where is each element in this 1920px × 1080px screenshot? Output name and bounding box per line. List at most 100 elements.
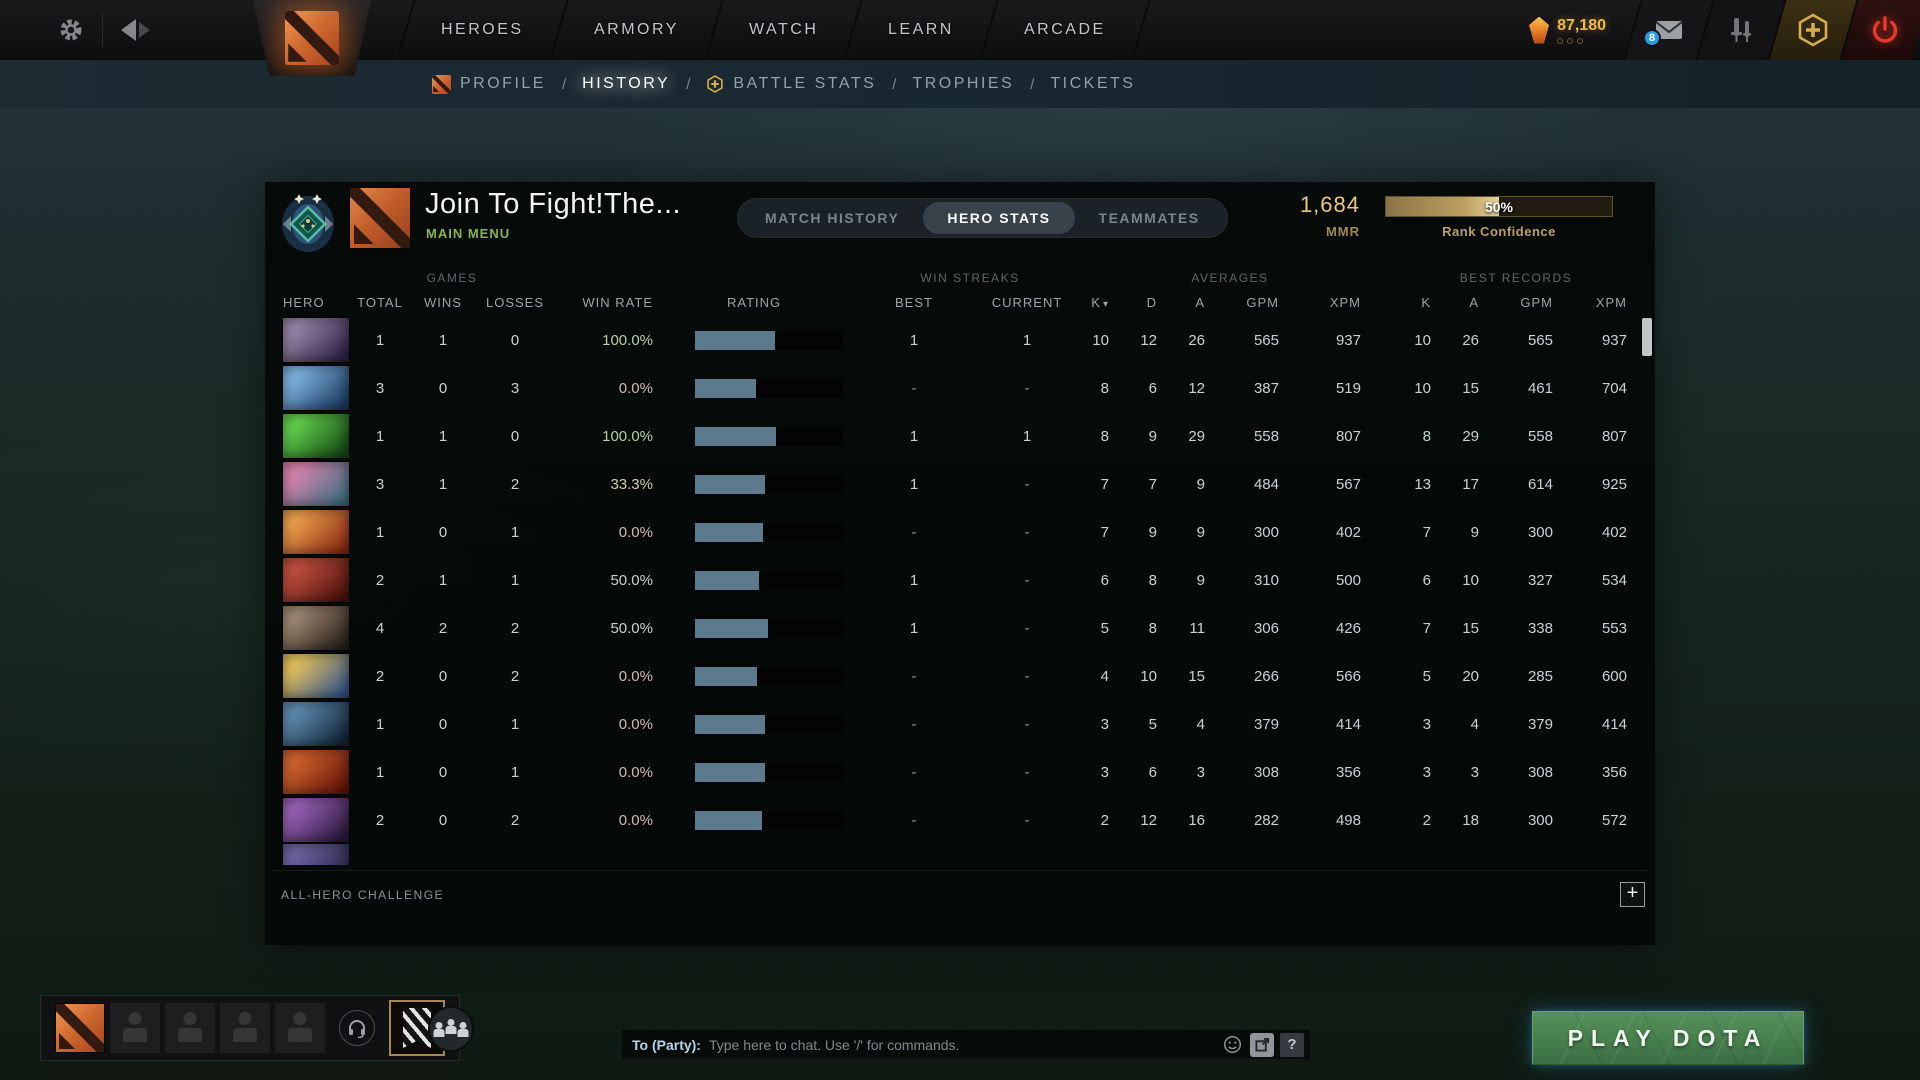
nav-arcade[interactable]: ARCADE — [979, 0, 1151, 60]
help-button[interactable]: ? — [1280, 1032, 1304, 1057]
avg-xpm: 566 — [1335, 667, 1361, 685]
voice-chat-button[interactable] — [339, 1010, 375, 1046]
header-hero[interactable]: HERO — [283, 294, 325, 310]
table-row[interactable]: 2 1 1 50.0% 1 - 6 8 9 310 500 6 10 327 534 — [271, 556, 1655, 604]
hero-portrait[interactable] — [283, 798, 349, 842]
header-total[interactable]: TOTAL — [357, 294, 403, 310]
avg-kills: 6 — [1100, 571, 1109, 589]
power-button[interactable] — [1839, 0, 1920, 60]
table-scrollbar[interactable] — [1642, 316, 1652, 850]
party-slot-self[interactable] — [55, 1003, 105, 1053]
hero-portrait[interactable] — [283, 414, 349, 458]
tab-teammates[interactable]: TEAMMATES — [1098, 210, 1200, 226]
subnav-battle-stats[interactable]: BATTLE STATS — [706, 75, 876, 93]
header-losses[interactable]: LOSSES — [485, 294, 545, 310]
player-avatar[interactable] — [349, 187, 411, 249]
mail-button[interactable]: 8 — [1623, 0, 1713, 60]
dota-plus-button[interactable] — [1767, 0, 1857, 60]
scrollbar-thumb[interactable] — [1642, 318, 1652, 356]
hero-portrait[interactable] — [283, 510, 349, 554]
subnav-trophies[interactable]: TROPHIES — [912, 75, 1015, 92]
nav-armory[interactable]: ARMORY — [548, 0, 722, 60]
avg-deaths: 9 — [1148, 523, 1157, 541]
hero-portrait[interactable] — [283, 318, 349, 362]
table-row[interactable]: 3 0 3 0.0% - - 8 6 12 387 519 10 15 461 704 — [271, 364, 1655, 412]
back-arrow-icon[interactable] — [121, 18, 150, 41]
rating-bar — [695, 714, 843, 734]
table-row[interactable]: 3 1 2 33.3% 1 - 7 7 9 484 567 13 17 614 925 — [271, 460, 1655, 508]
table-row[interactable]: 1 0 1 0.0% - - 3 6 3 308 356 3 3 308 356 — [271, 748, 1655, 796]
avg-assists: 16 — [1188, 811, 1205, 829]
subnav-history[interactable]: HISTORY — [582, 75, 671, 92]
add-challenge-button[interactable]: + — [1620, 882, 1645, 907]
table-row[interactable]: 2 0 2 0.0% - -4 10 15 266 566 5 20 285 600 — [271, 652, 1655, 700]
header-best-xpm[interactable]: XPM — [1595, 294, 1627, 310]
table-row[interactable]: 1 0 1 0.0% - - 3 5 4 379 414 3 4 379 414 — [271, 700, 1655, 748]
tab-match-history[interactable]: MATCH HISTORY — [765, 210, 900, 226]
party-slot-empty[interactable] — [220, 1003, 270, 1053]
header-best-assists[interactable]: A — [1469, 294, 1479, 310]
emoticon-button[interactable] — [1220, 1033, 1244, 1057]
best-streak: 1 — [909, 427, 919, 445]
win-rate: 0.0% — [618, 379, 653, 397]
tab-hero-stats[interactable]: HERO STATS — [923, 202, 1075, 234]
table-row[interactable]: 1 1 0 100.0% 1 1 8 9 29 558 807 8 29 558 807 — [271, 412, 1655, 460]
best-kills: 7 — [1422, 619, 1431, 637]
nav-heroes[interactable]: HEROES — [396, 0, 567, 60]
table-row[interactable]: 1 1 0 100.0% 1 1 10 12 26 565 937 10 26 565 937 — [271, 316, 1655, 364]
party-slot-empty[interactable] — [275, 1003, 325, 1053]
header-assists[interactable]: A — [1195, 294, 1205, 310]
hero-portrait[interactable] — [283, 462, 349, 506]
nav-watch[interactable]: WATCH — [703, 0, 861, 60]
smiley-icon — [1223, 1035, 1241, 1054]
table-row[interactable]: 4 2 2 50.0% 1 - 5 8 11 306 426 7 15 338 553 — [271, 604, 1655, 652]
table-row[interactable]: 1 0 1 0.0% - - 7 9 9 300 402 7 9 300 402 — [271, 508, 1655, 556]
party-slot-empty[interactable] — [110, 1003, 160, 1053]
header-gpm[interactable]: GPM — [1246, 294, 1279, 310]
header-xpm[interactable]: XPM — [1329, 294, 1361, 310]
best-streak: - — [911, 763, 917, 781]
avg-kills: 2 — [1100, 811, 1109, 829]
win-rate: 0.0% — [618, 811, 653, 829]
hero-portrait[interactable] — [283, 750, 349, 794]
header-best-kills[interactable]: K — [1421, 294, 1431, 310]
current-streak: - — [1024, 379, 1030, 397]
shard-currency[interactable]: 87,180 — [1503, 0, 1632, 60]
hero-portrait[interactable] — [283, 606, 349, 650]
armory-button[interactable] — [1695, 0, 1785, 60]
header-best-gpm[interactable]: GPM — [1520, 294, 1553, 310]
best-kills: 6 — [1422, 571, 1431, 589]
hero-portrait[interactable] — [283, 654, 349, 698]
hero-portrait[interactable] — [283, 844, 349, 865]
losses: 2 — [510, 811, 520, 829]
header-win-rate[interactable]: WIN RATE — [582, 294, 653, 310]
best-assists: 4 — [1470, 715, 1479, 733]
header-wins[interactable]: WINS — [424, 294, 462, 310]
subnav-profile[interactable]: PROFILE — [432, 74, 546, 94]
dota-home-logo[interactable] — [253, 0, 371, 76]
table-row-partial[interactable] — [271, 844, 1655, 865]
subnav-tickets[interactable]: TICKETS — [1050, 75, 1136, 92]
play-dota-button[interactable]: PLAY DOTA — [1532, 1011, 1804, 1065]
avg-xpm: 426 — [1335, 619, 1361, 637]
best-streak: - — [911, 715, 917, 733]
hero-portrait[interactable] — [283, 366, 349, 410]
best-kills: 5 — [1422, 667, 1431, 685]
header-rating[interactable]: RATING — [727, 294, 782, 310]
header-kills-sorted[interactable]: K ▾ — [1091, 294, 1109, 310]
header-deaths[interactable]: D — [1146, 294, 1157, 310]
header-best[interactable]: BEST — [895, 294, 933, 310]
rating-bar — [695, 330, 843, 350]
screenshot-button[interactable] — [1250, 1032, 1274, 1057]
table-row[interactable]: 2 0 2 0.0% - - 2 12 16 282 498 2 18 300 572 — [271, 796, 1655, 844]
avg-deaths: 8 — [1148, 619, 1157, 637]
header-current[interactable]: CURRENT — [991, 294, 1063, 310]
hero-portrait[interactable] — [283, 702, 349, 746]
party-slot-empty[interactable] — [165, 1003, 215, 1053]
best-kills: 3 — [1422, 715, 1431, 733]
find-party-button[interactable] — [428, 1006, 474, 1052]
chat-input[interactable] — [708, 1036, 1220, 1053]
hero-portrait[interactable] — [283, 558, 349, 602]
settings-gear-icon[interactable] — [58, 17, 84, 43]
nav-learn[interactable]: LEARN — [843, 0, 997, 60]
